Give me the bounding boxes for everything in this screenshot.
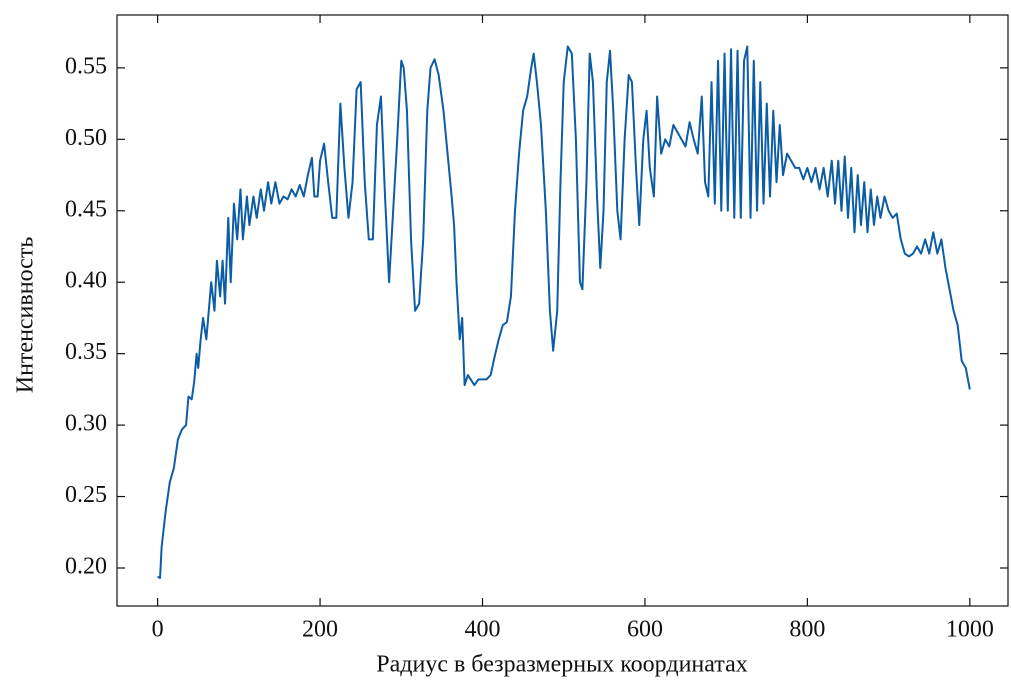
x-tick-label: 200 [302, 617, 338, 643]
x-axis-label: Радиус в безразмерных координатах [376, 652, 747, 678]
y-tick-label: 0.30 [65, 411, 107, 437]
plot-frame [116, 14, 1009, 607]
x-tick-label: 1000 [946, 617, 994, 643]
y-tick-label: 0.35 [65, 339, 107, 365]
x-tick-label: 800 [789, 617, 825, 643]
x-tick-label: 400 [464, 617, 500, 643]
y-tick-label: 0.25 [65, 482, 107, 508]
y-axis-label: Интенсивность [13, 237, 39, 394]
x-tick-label: 0 [152, 617, 164, 643]
x-tick-label: 600 [627, 617, 663, 643]
y-tick-label: 0.45 [65, 196, 107, 222]
y-tick-label: 0.50 [65, 125, 107, 151]
y-tick-label: 0.40 [65, 268, 107, 294]
data-line [157, 45, 971, 579]
y-tick-label: 0.55 [65, 53, 107, 79]
y-tick-label: 0.20 [65, 553, 107, 579]
